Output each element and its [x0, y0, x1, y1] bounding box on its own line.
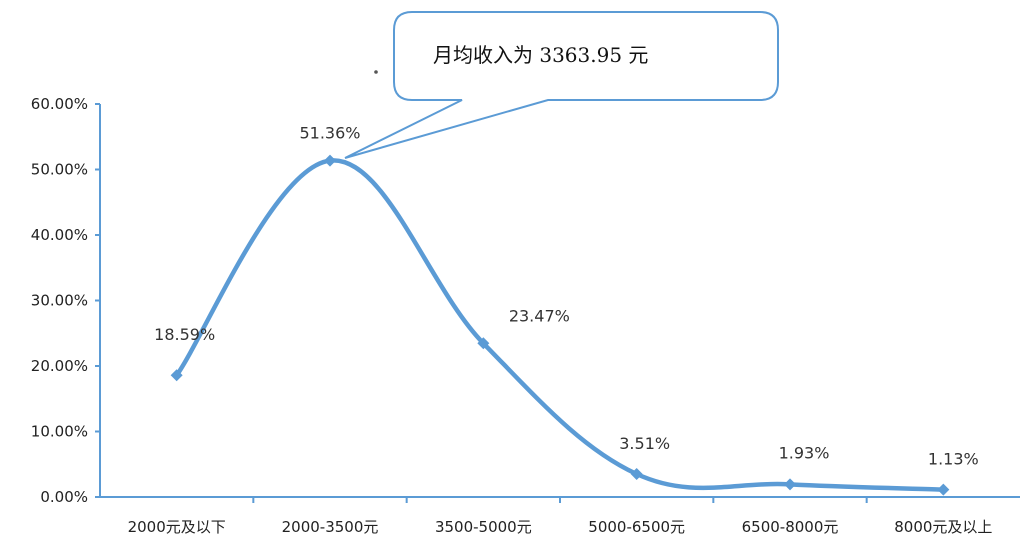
data-point	[324, 154, 336, 167]
y-tick-label: 20.00%	[31, 357, 88, 375]
data-label: 51.36%	[299, 124, 360, 143]
data-point	[477, 337, 490, 350]
data-label: 1.93%	[779, 443, 830, 462]
data-points	[170, 154, 950, 496]
data-label: 3.51%	[619, 434, 670, 453]
x-tick-label: 2000-3500元	[282, 518, 379, 536]
data-point	[784, 478, 796, 491]
data-label: 23.47%	[509, 306, 570, 325]
x-tick-label: 6500-8000元	[742, 518, 839, 536]
y-tick-label: 30.00%	[31, 292, 88, 310]
x-tick-label: 5000-6500元	[588, 518, 685, 536]
x-tick-label: 2000元及以下	[128, 518, 226, 536]
x-tick-label: 3500-5000元	[435, 518, 532, 536]
y-tick-labels: 0.00% 10.00% 20.00% 30.00% 40.00% 50.00% 60.00…	[31, 95, 100, 506]
x-tick-label: 8000元及以上	[894, 518, 992, 536]
callout: 月均收入为 3363.95 元	[344, 11, 779, 159]
data-label: 18.59%	[154, 325, 215, 344]
callout-bubble	[344, 11, 779, 159]
y-tick-label: 40.00%	[31, 226, 88, 244]
y-tick-label: 10.00%	[31, 423, 88, 441]
y-tick-label: 0.00%	[40, 488, 88, 506]
data-label: 1.13%	[928, 450, 979, 469]
x-tick-labels: 2000元及以下 2000-3500元 3500-5000元 5000-6500元 65…	[128, 497, 992, 536]
data-labels: 18.59% 51.36% 23.47% 3.51% 1.93% 1.13%	[154, 124, 979, 469]
y-tick-label: 50.00%	[31, 161, 88, 179]
data-point	[630, 468, 643, 481]
callout-text: 月均收入为 3363.95 元	[433, 43, 648, 67]
data-point	[937, 483, 950, 496]
y-tick-label: 60.00%	[31, 95, 88, 113]
data-point	[170, 369, 183, 382]
stray-dot	[374, 70, 378, 74]
